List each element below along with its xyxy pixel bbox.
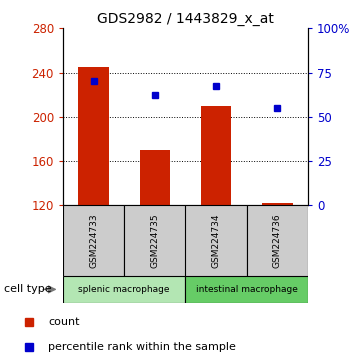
Bar bbox=[140, 150, 170, 205]
Text: cell type: cell type bbox=[4, 284, 51, 295]
Bar bbox=[63, 205, 124, 276]
Text: splenic macrophage: splenic macrophage bbox=[78, 285, 170, 294]
Text: intestinal macrophage: intestinal macrophage bbox=[196, 285, 298, 294]
Text: count: count bbox=[48, 317, 79, 327]
Bar bbox=[186, 205, 247, 276]
Text: GSM224734: GSM224734 bbox=[212, 213, 220, 268]
Text: GSM224735: GSM224735 bbox=[150, 213, 159, 268]
Bar bbox=[124, 205, 186, 276]
Bar bbox=[247, 205, 308, 276]
Text: GSM224733: GSM224733 bbox=[89, 213, 98, 268]
Bar bbox=[201, 106, 231, 205]
Bar bbox=[78, 67, 109, 205]
Text: GSM224736: GSM224736 bbox=[273, 213, 282, 268]
Bar bbox=[186, 276, 308, 303]
Text: percentile rank within the sample: percentile rank within the sample bbox=[48, 342, 236, 352]
Bar bbox=[63, 276, 186, 303]
Title: GDS2982 / 1443829_x_at: GDS2982 / 1443829_x_at bbox=[97, 12, 274, 26]
Bar bbox=[262, 203, 293, 205]
